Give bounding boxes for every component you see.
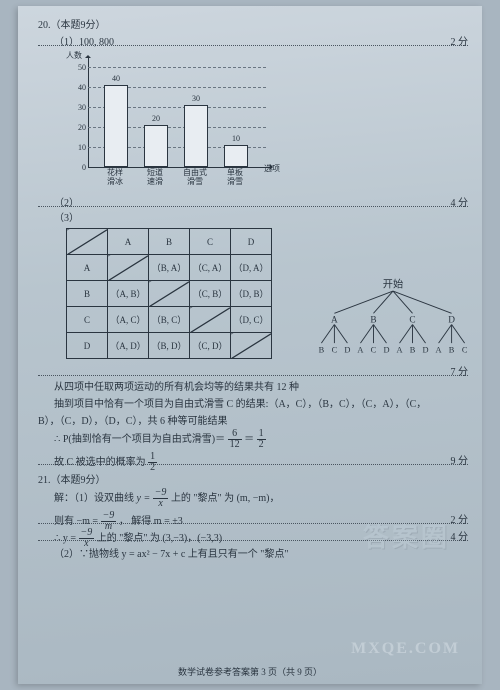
xcat: 短道速滑 — [140, 168, 170, 186]
q20-part3-scoreline: 7 分 — [38, 363, 468, 376]
table-cell: （C, A） — [190, 255, 231, 281]
svg-text:D: D — [423, 345, 429, 354]
table-cell: （A, B） — [108, 281, 149, 307]
svg-text:A: A — [436, 345, 442, 354]
tree-diagram: 开始 A B C D B C D A C D A B D A B C — [300, 278, 486, 360]
table-rowhead: A — [67, 255, 108, 281]
text-line: 抽到项目中恰有一个项目为自由式滑雪 C 的结果:（A，C），（B，C），（C，A… — [54, 395, 468, 410]
watermark: 答案圈 — [363, 517, 450, 554]
xcat: 单板滑雪 — [220, 168, 250, 186]
ytick: 40 — [68, 83, 86, 92]
q20-part2-line: （2） 4 分 — [38, 194, 468, 207]
q20-part1-line: （1）100, 800 2 分 — [38, 33, 468, 46]
svg-text:D: D — [344, 345, 350, 354]
q21-line1: 解：（1）设双曲线 y = −9x 上的 "黎点" 为 (m, −m)， — [54, 488, 468, 509]
svg-text:C: C — [332, 345, 338, 354]
fraction: −9x — [79, 528, 95, 549]
table-rowhead: C — [67, 307, 108, 333]
q20-part1-text: （1）100, 800 — [54, 33, 118, 48]
table-header: A — [108, 229, 149, 255]
table-cell: （C, D） — [190, 333, 231, 359]
table-header: D — [231, 229, 272, 255]
chart-ylabel: 人数 — [66, 50, 82, 61]
ytick: 30 — [68, 103, 86, 112]
xcat: 自由式滑雪 — [180, 168, 210, 186]
table-cell — [190, 307, 231, 333]
svg-text:A: A — [357, 345, 363, 354]
table-cell: （B, D） — [149, 333, 190, 359]
xcat: 花样滑冰 — [100, 168, 130, 186]
q20-final-line: 故 C 被选中的概率为 12 9 分 — [38, 452, 468, 465]
tree-root: 开始 — [383, 278, 403, 290]
table-cell: （D, B） — [231, 281, 272, 307]
ytick: 0 — [68, 163, 86, 172]
page-footer: 数学试卷参考答案第 3 页（共 9 页） — [18, 665, 482, 678]
svg-text:B: B — [370, 316, 376, 326]
bar: 40 — [104, 85, 128, 167]
q20-part3-label: （3） — [54, 209, 468, 224]
table-header: B — [149, 229, 190, 255]
fraction: −9x — [153, 488, 169, 509]
table-rowhead: D — [67, 333, 108, 359]
q20-part3-score: 7 分 — [447, 363, 469, 378]
svg-text:D: D — [383, 345, 389, 354]
y-axis — [88, 56, 89, 168]
final-text: 故 C 被选中的概率为 12 — [54, 452, 161, 473]
svg-text:C: C — [462, 345, 468, 354]
q21-header: 21.（本题9分） — [38, 471, 468, 486]
bar: 30 — [184, 105, 208, 167]
q20-header: 20.（本题9分） — [38, 16, 468, 31]
svg-text:A: A — [396, 345, 402, 354]
fraction: 12 — [257, 429, 266, 450]
outcome-table: A B C D A （B, A） （C, A） （D, A） B （A, B） … — [66, 228, 272, 359]
bar-chart: 人数 选项 0 10 20 30 40 50 40 20 30 10 花样滑冰 … — [66, 52, 276, 182]
table-cell — [231, 333, 272, 359]
svg-text:B: B — [319, 345, 325, 354]
svg-text:B: B — [449, 345, 455, 354]
table-cell — [67, 229, 108, 255]
ytick: 50 — [68, 63, 86, 72]
table-cell: （D, A） — [231, 255, 272, 281]
svg-text:B: B — [410, 345, 416, 354]
text-line: B），（C，D），（D，C），共 6 种等可能结果 — [38, 412, 468, 427]
fraction: 12 — [148, 452, 157, 473]
exam-page: 20.（本题9分） （1）100, 800 2 分 人数 选项 0 10 20 … — [18, 6, 482, 684]
table-cell — [108, 255, 149, 281]
table-cell: （B, A） — [149, 255, 190, 281]
table-cell: （A, C） — [108, 307, 149, 333]
table-cell: （B, C） — [149, 307, 190, 333]
bar: 20 — [144, 125, 168, 167]
table-cell — [149, 281, 190, 307]
q20-part2-label: （2） — [54, 194, 83, 209]
ytick: 10 — [68, 143, 86, 152]
table-cell: （C, B） — [190, 281, 231, 307]
svg-text:D: D — [448, 316, 455, 326]
table-cell: （D, C） — [231, 307, 272, 333]
svg-text:A: A — [331, 316, 338, 326]
table-header: C — [190, 229, 231, 255]
text-line: 从四项中任取两项运动的所有机会均等的结果共有 12 种 — [54, 378, 468, 393]
q20-part2-score: 4 分 — [447, 194, 469, 209]
svg-text:C: C — [371, 345, 377, 354]
ytick: 20 — [68, 123, 86, 132]
table-cell: （A, D） — [108, 333, 149, 359]
svg-text:C: C — [409, 316, 415, 326]
bar: 10 — [224, 145, 248, 167]
q20-final-score: 9 分 — [447, 452, 469, 467]
q20-part1-score: 2 分 — [447, 33, 469, 48]
prob-line: ∴ P(抽到恰有一个项目为自由式滑雪)＝ 612 ＝ 12 — [54, 429, 468, 450]
table-rowhead: B — [67, 281, 108, 307]
gridline — [88, 67, 266, 68]
fraction: 612 — [228, 429, 242, 450]
watermark: MXQE.COM — [351, 640, 460, 658]
